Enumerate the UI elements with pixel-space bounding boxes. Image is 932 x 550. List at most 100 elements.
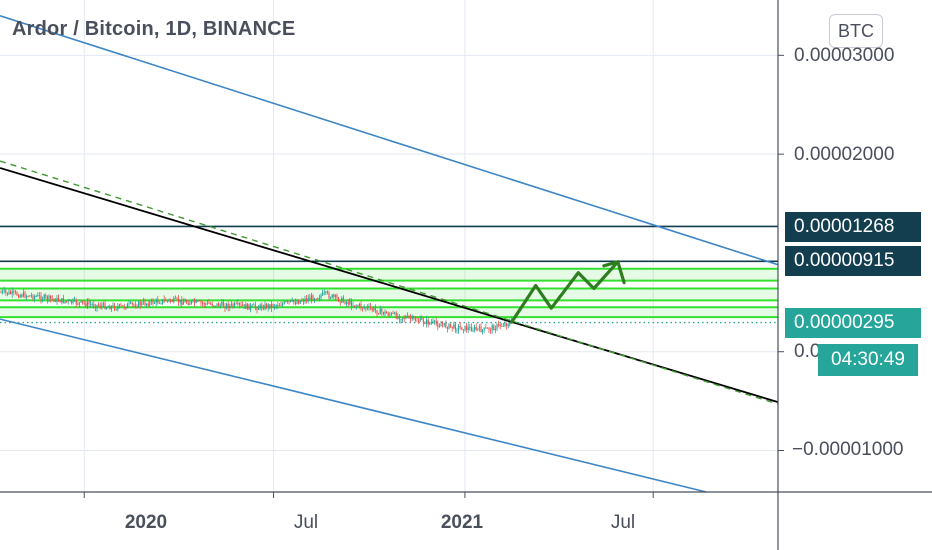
candle-body bbox=[330, 297, 332, 299]
candle-body bbox=[462, 329, 464, 331]
candle-body bbox=[397, 315, 399, 319]
candle-body bbox=[432, 321, 434, 323]
candle-body bbox=[2, 291, 4, 293]
candle-body bbox=[88, 301, 90, 305]
candle-body bbox=[373, 308, 375, 311]
candle-body bbox=[328, 292, 330, 299]
candle-body bbox=[434, 320, 436, 322]
candle-body bbox=[94, 306, 96, 308]
price-label-resistance-upper: 0.00001268 bbox=[785, 212, 921, 242]
candle-body bbox=[342, 297, 344, 302]
candle-body bbox=[446, 327, 448, 329]
candle-body bbox=[486, 327, 488, 329]
candle-body bbox=[398, 315, 400, 320]
candle-body bbox=[149, 301, 151, 306]
candle-body bbox=[243, 304, 245, 306]
candle-body bbox=[125, 307, 127, 309]
candle-body bbox=[80, 300, 82, 303]
candle-body bbox=[309, 298, 311, 300]
candle-body bbox=[22, 292, 24, 297]
candle-body bbox=[253, 304, 255, 306]
trend-channel-line bbox=[0, 318, 707, 493]
candle-body bbox=[40, 295, 42, 301]
candle-body bbox=[363, 307, 365, 309]
currency-badge[interactable]: BTC bbox=[829, 14, 883, 48]
candle-body bbox=[46, 296, 48, 300]
candle-body bbox=[317, 298, 319, 300]
candle-body bbox=[118, 304, 120, 307]
candle-body bbox=[123, 305, 125, 308]
candle-body bbox=[32, 295, 34, 299]
candle-body bbox=[3, 290, 5, 292]
candle-body bbox=[272, 304, 274, 307]
candle-body bbox=[163, 299, 165, 301]
candle-body bbox=[74, 299, 76, 301]
candle-body bbox=[221, 302, 223, 305]
candle-body bbox=[154, 302, 156, 304]
candle-body bbox=[456, 329, 458, 331]
regression-line bbox=[0, 167, 779, 403]
candle-body bbox=[10, 291, 12, 294]
candle-body bbox=[266, 304, 268, 308]
candle-body bbox=[368, 306, 370, 308]
candle-body bbox=[320, 295, 322, 298]
candle-body bbox=[34, 296, 36, 299]
candle-body bbox=[322, 292, 324, 296]
candle-body bbox=[78, 302, 80, 305]
candle-body bbox=[461, 327, 463, 330]
candle-body bbox=[0, 292, 2, 294]
candle-body bbox=[382, 312, 384, 315]
candle-body bbox=[453, 324, 455, 329]
candle-body bbox=[93, 304, 95, 307]
support-zone bbox=[0, 288, 778, 301]
candle-body bbox=[18, 295, 20, 298]
candle-body bbox=[158, 303, 160, 304]
candle-body bbox=[482, 329, 484, 333]
candle-body bbox=[494, 328, 496, 331]
candle-body bbox=[50, 295, 52, 299]
candle-body bbox=[392, 313, 394, 314]
candle-body bbox=[438, 326, 440, 328]
candle-body bbox=[208, 302, 210, 304]
candle-body bbox=[384, 311, 386, 315]
candle-body bbox=[133, 304, 135, 305]
candle-body bbox=[166, 300, 168, 302]
candle-body bbox=[360, 303, 362, 308]
candle-body bbox=[475, 326, 477, 330]
candle-body bbox=[318, 297, 320, 299]
candle-body bbox=[13, 291, 15, 292]
candle-body bbox=[362, 307, 364, 309]
candle-body bbox=[395, 312, 397, 319]
candle-body bbox=[370, 306, 372, 309]
candle-body bbox=[418, 321, 420, 322]
candle-body bbox=[54, 299, 56, 303]
candle-body bbox=[352, 305, 354, 307]
candle-body bbox=[315, 298, 317, 300]
candle-body bbox=[344, 301, 346, 305]
candle-body bbox=[42, 299, 44, 301]
candle-body bbox=[131, 302, 133, 305]
candle-body bbox=[45, 294, 47, 297]
candle-body bbox=[280, 305, 282, 307]
candle-body bbox=[237, 303, 239, 304]
candle-body bbox=[230, 303, 232, 306]
candle-body bbox=[29, 295, 31, 297]
candle-body bbox=[451, 326, 453, 329]
candle-body bbox=[53, 298, 55, 300]
candle-body bbox=[248, 303, 250, 310]
projection-arrow-head bbox=[602, 260, 626, 285]
candle-body bbox=[466, 325, 468, 330]
candle-body bbox=[150, 300, 152, 302]
x-tick-label: 2020 bbox=[124, 512, 168, 533]
candle-body bbox=[413, 316, 415, 319]
candle-body bbox=[178, 298, 180, 303]
candle-body bbox=[112, 305, 114, 307]
candle-body bbox=[77, 304, 79, 306]
candle-body bbox=[234, 303, 236, 307]
candle-body bbox=[24, 292, 26, 298]
candle-body bbox=[501, 325, 503, 327]
candle-body bbox=[400, 319, 402, 321]
candle-body bbox=[410, 317, 412, 319]
